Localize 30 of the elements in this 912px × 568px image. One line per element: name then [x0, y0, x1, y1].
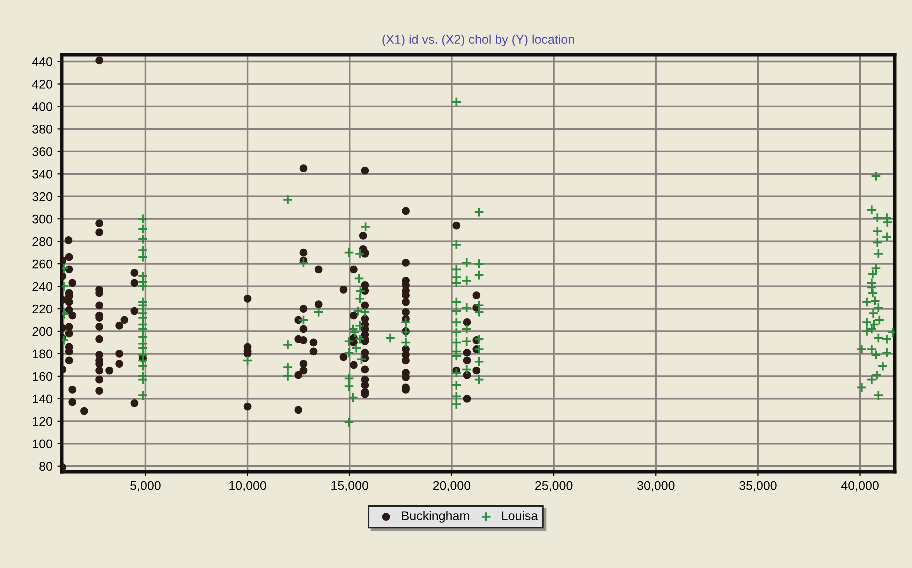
- y-tick-label: 380: [32, 124, 52, 134]
- y-tick-label: 180: [33, 350, 52, 359]
- x-tick-label: 10,000: [230, 481, 266, 492]
- x-tick-label: 30,000: [637, 481, 675, 492]
- y-tick-label: 360: [32, 147, 52, 156]
- y-tick-label: 280: [32, 237, 52, 246]
- legend-label: Louisa: [502, 511, 538, 520]
- x-tick-label: 40,000: [841, 481, 879, 492]
- x-tick-label: 25,000: [536, 481, 573, 492]
- y-tick-label: 240: [32, 282, 52, 292]
- y-tick-label: 440: [32, 58, 52, 66]
- x-tick-label: 20,000: [433, 481, 471, 492]
- y-tick-label: 320: [32, 192, 52, 202]
- y-tick-label: 340: [32, 170, 52, 179]
- x-tick-label: 5,000: [130, 481, 161, 492]
- y-tick-label: 400: [32, 102, 52, 112]
- y-tick-label: 160: [33, 372, 52, 382]
- x-tick-label: 35,000: [740, 481, 777, 492]
- y-tick-label: 80: [40, 462, 52, 472]
- y-tick-label: 140: [33, 394, 52, 404]
- legend-label: Buckingham: [402, 511, 470, 523]
- y-tick-label: 220: [32, 304, 52, 314]
- y-tick-label: 120: [33, 417, 52, 426]
- y-tick-label: 420: [32, 80, 52, 89]
- chart-title: (X1) id vs. (X2) chol by (Y) location: [382, 34, 574, 46]
- y-tick-label: 200: [32, 327, 52, 336]
- y-tick-label: 260: [32, 260, 52, 269]
- x-tick-label: 15,000: [332, 481, 369, 492]
- y-tick-label: 300: [32, 214, 52, 224]
- y-tick-label: 100: [33, 440, 52, 449]
